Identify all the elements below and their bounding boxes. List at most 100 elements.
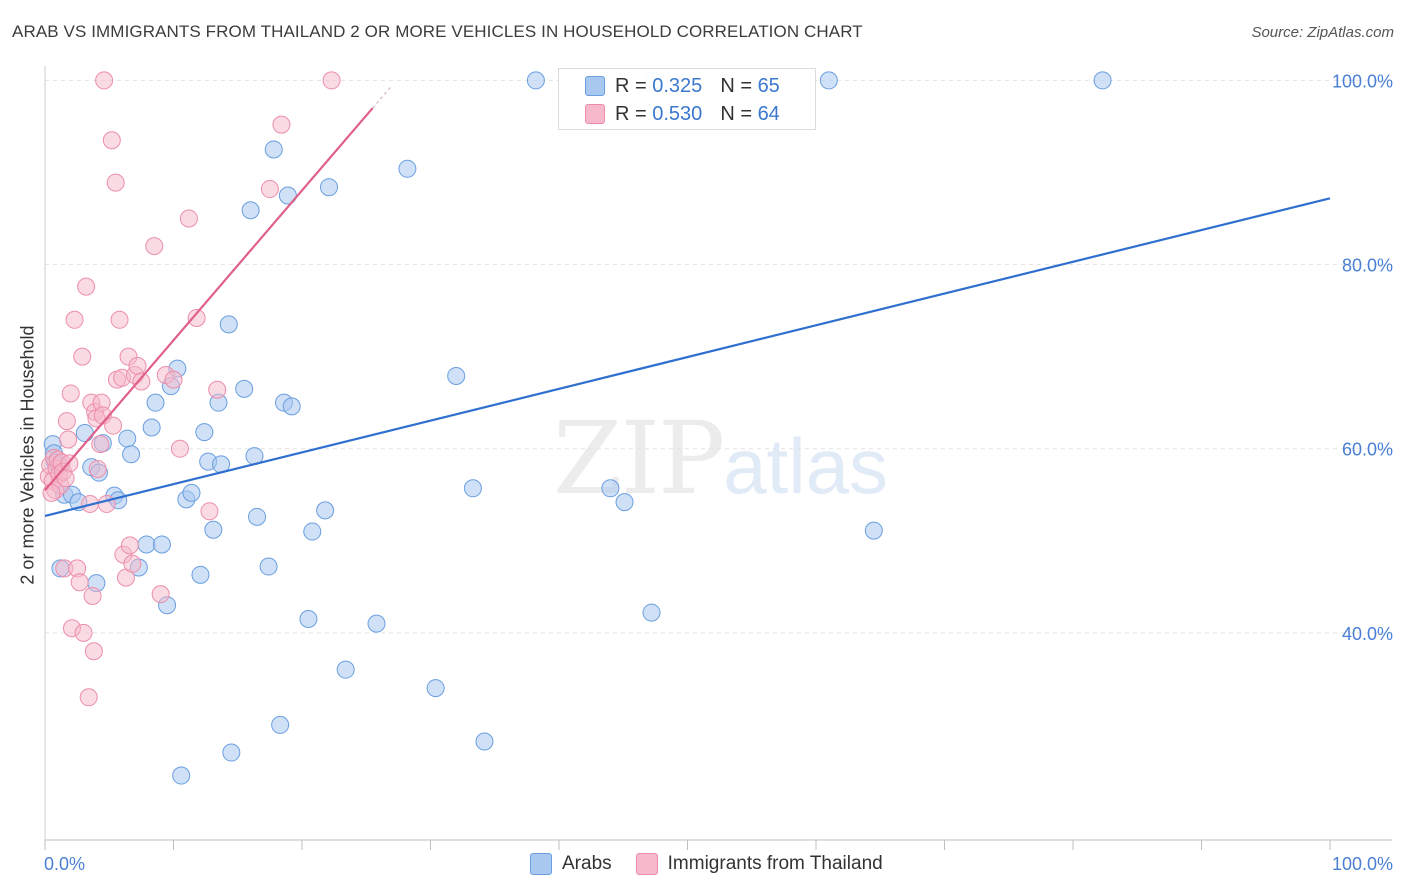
legend-swatch-thai (585, 104, 605, 124)
point-arabs (172, 766, 191, 785)
legend-swatch-arabs (530, 853, 552, 875)
point-arabs (336, 660, 355, 679)
point-thai (77, 277, 96, 296)
y-tick-label: 40.0% (1342, 624, 1393, 644)
point-thai (95, 71, 114, 90)
legend-n-value-arabs: 65 (757, 74, 780, 97)
point-thai (200, 502, 219, 521)
trend-lines (44, 85, 1331, 517)
point-arabs (642, 603, 661, 622)
point-thai (73, 347, 92, 366)
point-arabs (299, 610, 318, 629)
point-thai (110, 310, 129, 329)
axes (44, 66, 1392, 850)
point-thai (83, 587, 102, 606)
legend-row-thai: R = 0.530 N = 64 (585, 100, 780, 128)
legend-label-thai: Immigrants from Thailand (667, 853, 883, 874)
legend-label-arabs: Arabs (562, 853, 612, 874)
watermark: ZIPatlas (553, 400, 888, 517)
point-thai (74, 623, 93, 642)
legend-n-label: N = (720, 74, 752, 97)
series-arabs-points (43, 71, 1112, 785)
tick-labels: 40.0% 60.0% 80.0% 100.0% 0.0% 100.0% (44, 71, 1393, 874)
point-thai (102, 131, 121, 150)
point-thai (91, 435, 110, 454)
y-tick-label: 80.0% (1342, 256, 1393, 276)
point-thai (56, 469, 75, 488)
legend-n-value-thai: 64 (757, 102, 780, 125)
point-thai (128, 356, 147, 375)
point-arabs (146, 393, 165, 412)
point-arabs (526, 71, 545, 90)
point-arabs (447, 366, 466, 385)
point-thai (104, 416, 123, 435)
point-arabs (601, 479, 620, 498)
legend-row-arabs: R = 0.325 N = 65 (585, 72, 780, 100)
legend-item-thai[interactable]: Immigrants from Thailand (635, 853, 883, 875)
point-thai (260, 180, 279, 199)
point-arabs (241, 201, 260, 220)
series-thai-points (39, 71, 341, 707)
point-thai (120, 536, 139, 555)
x-tick-label: 0.0% (44, 854, 85, 874)
point-arabs (182, 483, 201, 502)
point-arabs (142, 418, 161, 437)
point-arabs (75, 424, 94, 443)
point-thai (164, 370, 183, 389)
point-thai (208, 380, 227, 399)
point-thai (322, 71, 341, 90)
grid-lines (45, 79, 1392, 634)
point-arabs (264, 140, 283, 159)
point-arabs (1093, 71, 1112, 90)
trend-line-thai-extension (372, 85, 393, 109)
correlation-legend: R = 0.325 N = 65 R = 0.530 N = 64 (558, 68, 816, 130)
y-tick-label: 60.0% (1342, 440, 1393, 460)
point-arabs (118, 429, 137, 448)
point-arabs (137, 535, 156, 554)
point-arabs (219, 315, 238, 334)
y-axis-label: 2 or more Vehicles in Household (17, 325, 38, 585)
point-thai (170, 439, 189, 458)
legend-swatch-arabs (585, 76, 605, 96)
point-thai (123, 554, 142, 573)
legend-n-label: N = (720, 102, 752, 125)
chart-title: ARAB VS IMMIGRANTS FROM THAILAND 2 OR MO… (12, 22, 863, 41)
series-legend: Arabs Immigrants from Thailand (530, 851, 907, 877)
point-thai (59, 430, 78, 449)
point-arabs (122, 445, 141, 464)
point-thai (151, 585, 170, 604)
point-thai (179, 209, 198, 228)
point-thai (145, 237, 164, 256)
trend-line-arabs (44, 197, 1331, 517)
point-arabs (282, 397, 301, 416)
point-arabs (152, 535, 171, 554)
legend-r-label: R = (615, 74, 647, 97)
point-arabs (475, 732, 494, 751)
x-tick-label: 100.0% (1332, 854, 1393, 874)
point-arabs (259, 557, 278, 576)
point-arabs (316, 501, 335, 520)
y-tick-label: 100.0% (1332, 71, 1393, 91)
point-thai (84, 642, 103, 661)
point-arabs (248, 507, 267, 526)
legend-r-label: R = (615, 102, 647, 125)
point-thai (132, 372, 151, 391)
point-thai (272, 115, 291, 134)
point-arabs (235, 379, 254, 398)
legend-r-value-arabs: 0.325 (652, 74, 703, 97)
point-thai (88, 459, 107, 478)
point-arabs (204, 520, 223, 539)
point-arabs (615, 493, 634, 512)
point-arabs (195, 423, 214, 442)
point-arabs (463, 479, 482, 498)
point-arabs (222, 743, 241, 762)
point-thai (42, 483, 61, 502)
point-thai (106, 173, 125, 192)
trend-line-thai (44, 107, 374, 491)
legend-swatch-thai (635, 853, 658, 875)
point-arabs (864, 521, 883, 540)
legend-item-arabs[interactable]: Arabs (530, 853, 612, 875)
point-thai (70, 573, 89, 592)
point-thai (65, 310, 84, 329)
